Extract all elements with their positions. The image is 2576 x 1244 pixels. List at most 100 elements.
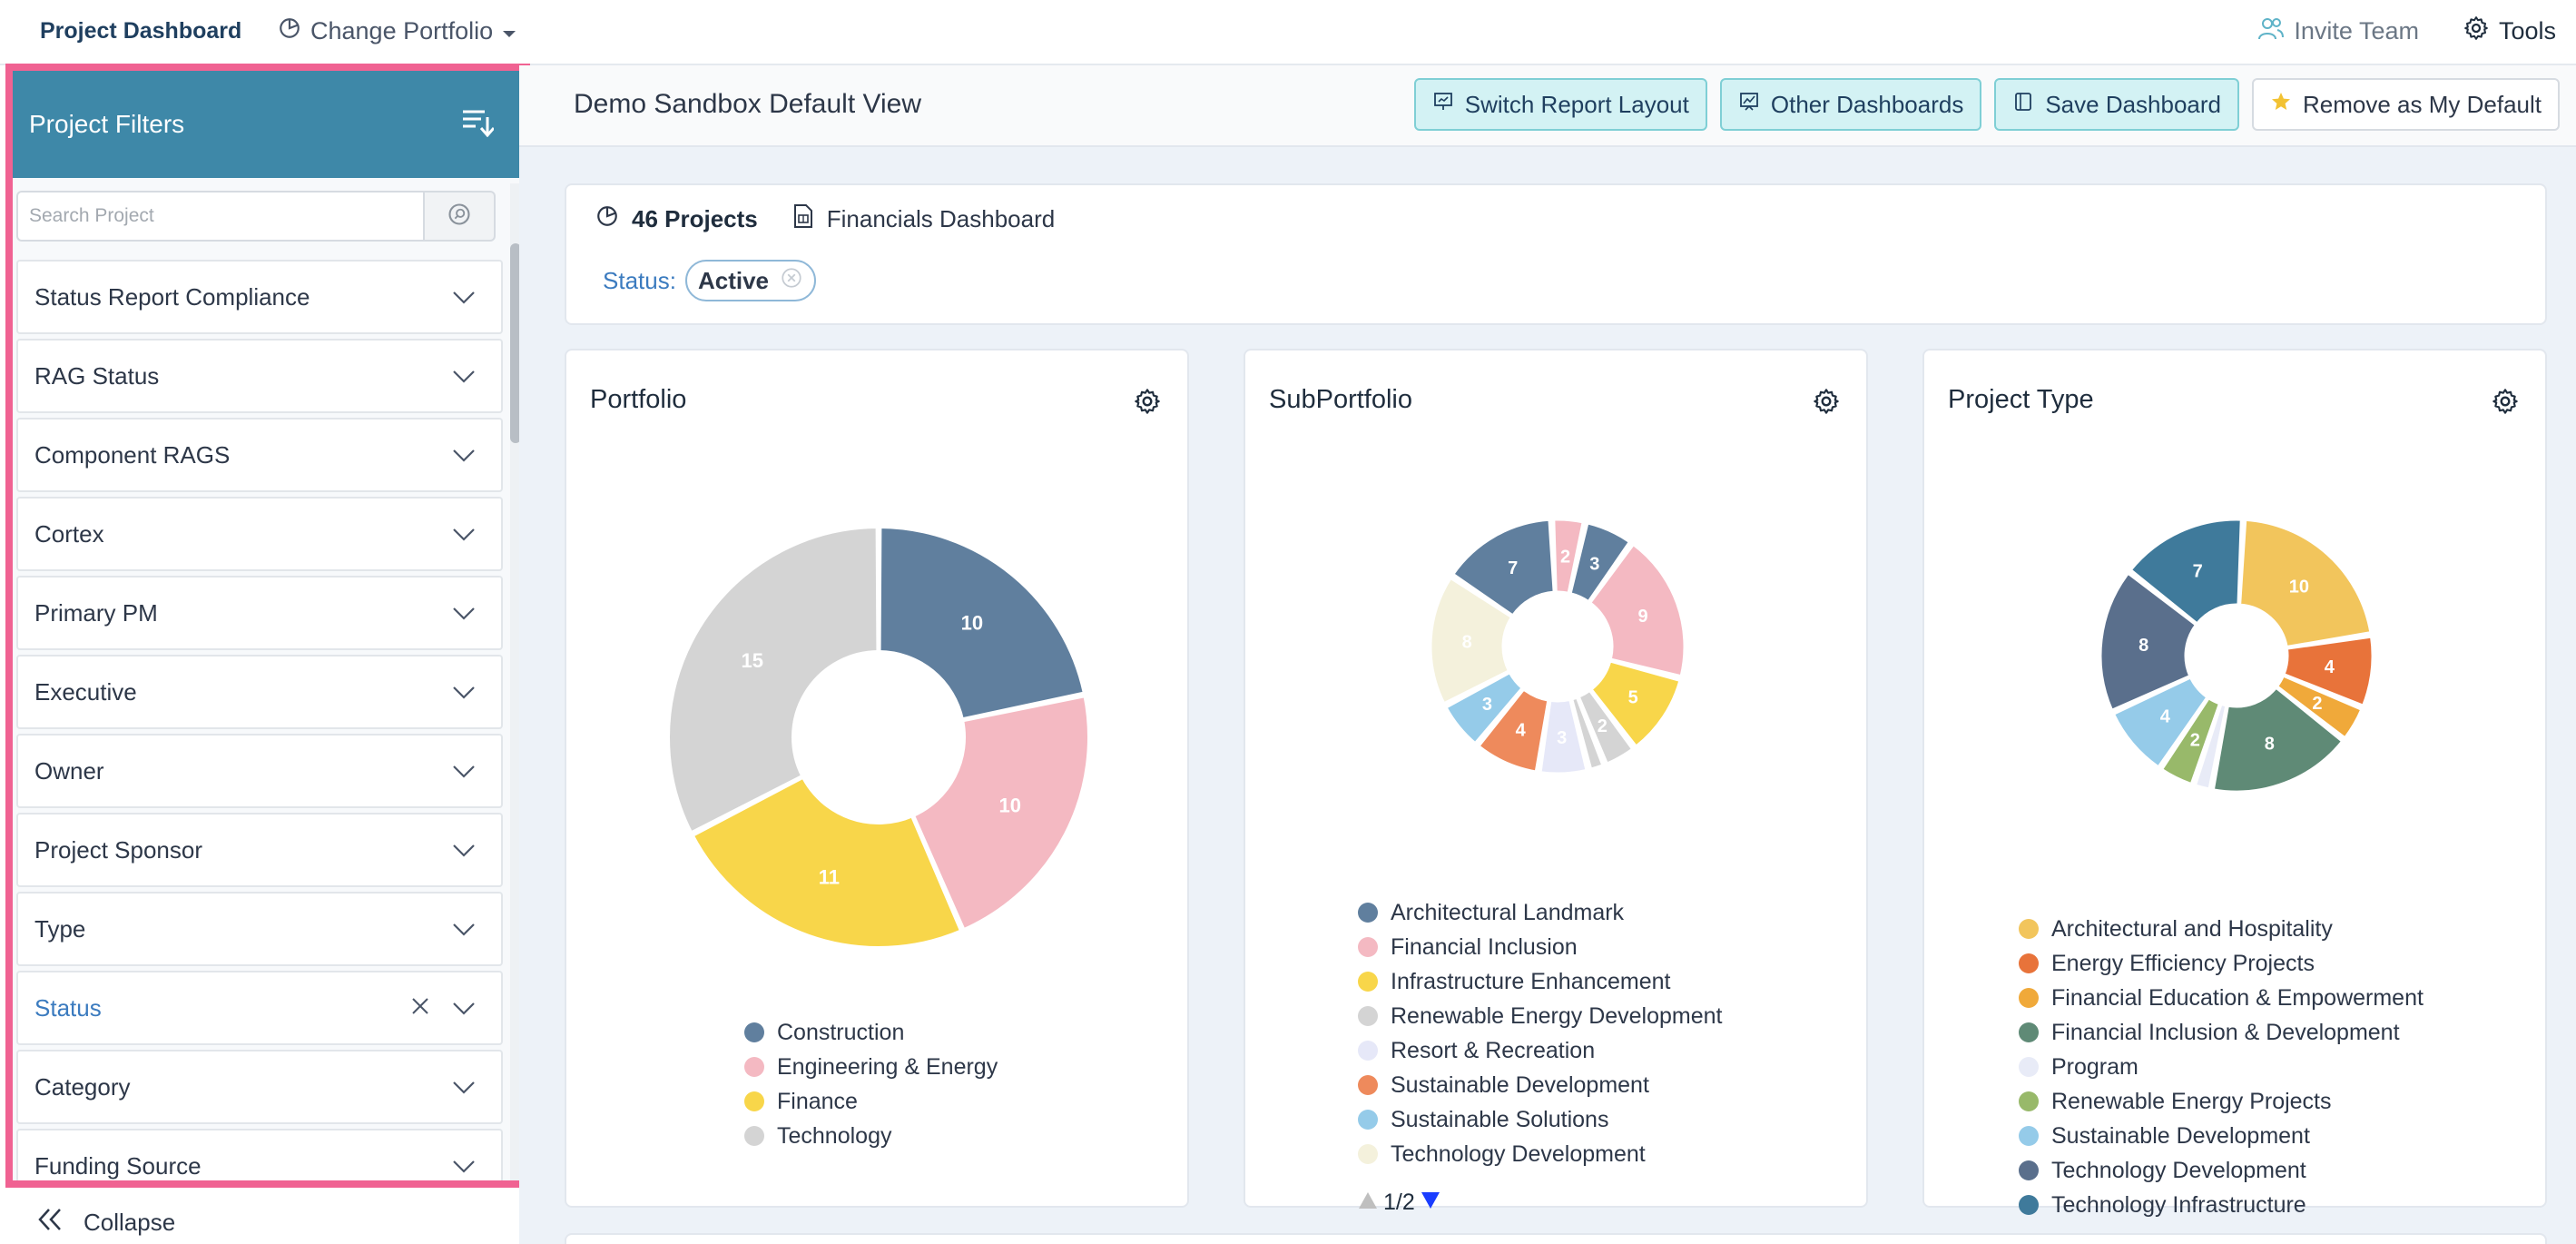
filter-category[interactable]: Category [16,1050,503,1124]
legend-label: Financial Inclusion [1391,933,1578,960]
chevron-down-icon[interactable] [452,836,476,864]
donut-slice[interactable] [2160,696,2221,786]
donut-slice[interactable] [1539,697,1588,775]
legend-item[interactable]: Sustainable Solutions [1358,1102,1723,1137]
filter-primary-pm[interactable]: Primary PM [16,576,503,650]
donut-slice[interactable] [1570,696,1605,771]
change-portfolio-menu[interactable]: Change Portfolio [278,16,516,46]
clear-filter-icon[interactable] [410,994,430,1022]
legend-item[interactable]: Program [2019,1050,2424,1084]
chevron-down-icon[interactable] [452,915,476,943]
scrollbar-thumb[interactable] [510,243,521,443]
donut-slice[interactable] [2238,518,2373,649]
donut-slice[interactable] [690,775,964,950]
filter-label: Status Report Compliance [34,282,310,311]
chevron-down-icon[interactable] [452,994,476,1022]
clear-circle-icon[interactable] [780,266,803,296]
donut-slice[interactable] [1444,671,1524,745]
remove-default-button[interactable]: Remove as My Default [2252,78,2560,131]
chevron-down-icon[interactable] [452,757,476,785]
financials-dashboard-link[interactable]: Financials Dashboard [826,205,1056,232]
filter-status-report-compliance[interactable]: Status Report Compliance [16,260,503,334]
legend-item[interactable]: Sustainable Development [2019,1119,2424,1153]
filter-rag-status[interactable]: RAG Status [16,339,503,413]
donut-slice[interactable] [2099,571,2197,712]
filter-label: Owner [34,756,104,785]
donut-slice[interactable] [1577,688,1635,765]
other-dashboards-button[interactable]: Other Dashboards [1719,78,1982,131]
donut-slice[interactable] [2111,676,2209,769]
chart-title: SubPortfolio [1269,385,1412,414]
slice-value-label: 4 [1516,720,1527,740]
chart-settings-gear-icon[interactable] [1812,387,1841,420]
donut-slice[interactable] [1477,687,1550,774]
donut-slice[interactable] [910,694,1091,933]
legend-item[interactable]: Resort & Recreation [1358,1033,1723,1068]
donut-slice[interactable] [2276,674,2364,740]
chevron-down-icon[interactable] [452,283,476,311]
donut-slice[interactable] [2282,635,2374,707]
legend-item[interactable]: Technology Development [2019,1153,2424,1188]
filter-cortex[interactable]: Cortex [16,497,503,571]
donut-slice[interactable] [1451,518,1556,617]
triangle-down-icon[interactable] [1421,1190,1440,1216]
legend-item[interactable]: Sustainable Development [1358,1068,1723,1102]
legend-label: Sustainable Solutions [1391,1106,1609,1132]
chart-settings-gear-icon[interactable] [1133,387,1162,420]
filter-status[interactable]: Status [16,971,503,1045]
slice-value-label: 4 [2325,657,2335,677]
donut-slice[interactable] [1588,543,1686,678]
legend-item[interactable]: Architectural Landmark [1358,895,1723,930]
tools-menu[interactable]: Tools [2463,15,2556,48]
chevron-down-icon[interactable] [452,520,476,548]
legend-item[interactable]: Technology Development [1358,1137,1723,1171]
invite-team-button[interactable]: Invite Team [2257,15,2419,47]
donut-slice[interactable] [2194,702,2228,791]
chevron-down-icon[interactable] [452,1152,476,1180]
legend-item[interactable]: Finance [744,1084,998,1119]
chevron-down-icon[interactable] [452,599,476,627]
chevron-down-icon[interactable] [452,362,476,390]
donut-slice[interactable] [666,525,880,835]
legend-swatch [1358,1006,1378,1026]
donut-slice[interactable] [1589,659,1682,748]
donut-slice[interactable] [2129,518,2243,626]
collapse-button[interactable]: Collapse [36,1208,175,1238]
filter-executive[interactable]: Executive [16,655,503,729]
save-dashboard-button[interactable]: Save Dashboard [1994,78,2240,131]
filter-owner[interactable]: Owner [16,734,503,808]
legend-item[interactable]: Energy Efficiency Projects [2019,946,2424,981]
donut-slice[interactable] [1552,518,1585,595]
legend-item[interactable]: Renewable Energy Projects [2019,1084,2424,1119]
chevron-down-icon[interactable] [452,1073,476,1101]
legend-item[interactable]: Architectural and Hospitality [2019,912,2424,946]
legend-swatch [1358,972,1378,992]
legend-item[interactable]: Technology Infrastructure [2019,1188,2424,1222]
filter-type[interactable]: Type [16,892,503,966]
donut-slice[interactable] [1568,521,1631,604]
sidebar-scrollbar[interactable] [510,183,521,1180]
legend-item[interactable]: Engineering & Energy [744,1050,998,1084]
legend-item[interactable]: Technology [744,1119,998,1153]
chart-settings-gear-icon[interactable] [2491,387,2520,420]
legend-item[interactable]: Financial Inclusion [1358,930,1723,964]
legend-item[interactable]: Financial Inclusion & Development [2019,1015,2424,1050]
search-project-input[interactable] [16,191,423,242]
legend-item[interactable]: Renewable Energy Development [1358,999,1723,1033]
donut-slice[interactable] [1429,576,1513,706]
donut-slice[interactable] [877,525,1086,722]
app-title[interactable]: Project Dashboard [40,18,242,44]
donut-slice[interactable] [2211,686,2345,794]
legend-item[interactable]: Construction [744,1015,998,1050]
search-button[interactable] [423,191,496,242]
switch-report-layout-button[interactable]: Switch Report Layout [1413,78,1707,131]
legend-item[interactable]: Financial Education & Empowerment [2019,981,2424,1015]
filter-funding-source[interactable]: Funding Source [16,1129,503,1180]
filter-component-rags[interactable]: Component RAGS [16,418,503,492]
sort-filter-icon[interactable] [461,108,496,142]
legend-item[interactable]: Infrastructure Enhancement [1358,964,1723,999]
triangle-up-icon[interactable] [1358,1190,1378,1216]
chevron-down-icon[interactable] [452,441,476,469]
filter-project-sponsor[interactable]: Project Sponsor [16,813,503,887]
chevron-down-icon[interactable] [452,678,476,706]
